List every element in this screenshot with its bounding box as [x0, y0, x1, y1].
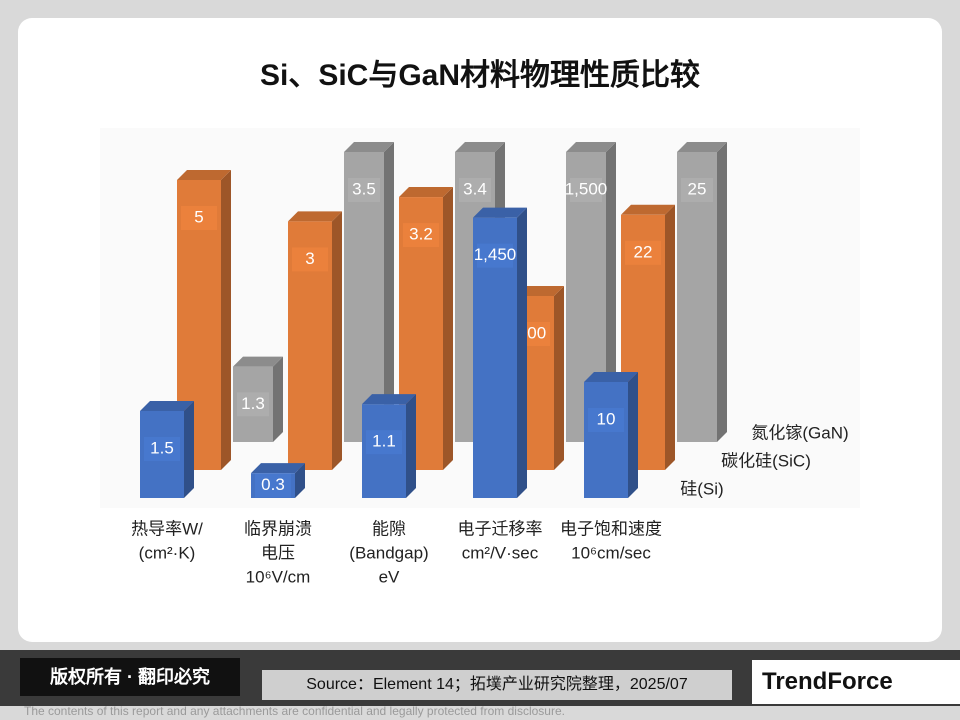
- value-label-box: [366, 430, 402, 455]
- x-tick-label: 电子饱和速度: [560, 519, 662, 538]
- value-label: 10: [597, 409, 616, 428]
- bar-top: [677, 142, 727, 152]
- value-label-box: [403, 223, 439, 248]
- disclaimer: The contents of this report and any atta…: [24, 704, 565, 718]
- bar-side: [628, 372, 638, 498]
- bar-top: [399, 187, 453, 198]
- copyright: 版权所有 · 翻印必究: [20, 658, 240, 696]
- value-label: 25: [688, 179, 707, 198]
- x-tick-label: (cm²·K): [139, 543, 196, 562]
- value-label-box: [237, 392, 269, 417]
- value-label: 3.5: [352, 179, 376, 198]
- bar-top: [455, 142, 505, 152]
- value-label: 1,500: [565, 179, 608, 198]
- value-label: 3: [305, 249, 314, 268]
- bar-side: [295, 463, 305, 498]
- value-label-box: [570, 178, 602, 202]
- bar-side: [332, 211, 342, 470]
- value-label-box: [477, 243, 513, 268]
- bar-side: [384, 142, 394, 442]
- bar-side: [517, 207, 527, 498]
- bar-top: [566, 142, 616, 152]
- x-tick-label: 10⁶V/cm: [246, 567, 311, 586]
- x-tick-label: eV: [379, 567, 400, 586]
- value-label-box: [348, 178, 380, 202]
- value-label: 1.1: [372, 432, 396, 451]
- bar-top: [473, 207, 527, 218]
- x-tick-label: 电子迁移率: [458, 519, 543, 538]
- value-label: 5: [194, 207, 203, 226]
- bar-side: [606, 142, 616, 442]
- legend-label: 氮化镓(GaN): [751, 423, 848, 442]
- value-label-box: [144, 437, 180, 461]
- legend-label: 碳化硅(SiC): [721, 451, 811, 470]
- bar-top: [177, 170, 231, 180]
- bar-side: [717, 142, 727, 442]
- value-label-box: [625, 240, 661, 265]
- bar-top: [288, 211, 342, 222]
- bar-side: [665, 204, 675, 471]
- x-tick-label: 电压: [261, 543, 295, 562]
- legend-label: 硅(Si): [680, 479, 723, 498]
- bar-side: [406, 394, 416, 498]
- bar-top: [362, 394, 416, 405]
- bar-top: [621, 204, 675, 215]
- bar-top: [251, 463, 305, 474]
- bar-top: [584, 372, 638, 382]
- bar-top: [140, 401, 194, 411]
- bar-top: [233, 356, 283, 367]
- x-tick-label: 临界崩溃: [244, 519, 312, 538]
- value-label-box: [588, 408, 624, 432]
- value-label-box: [459, 178, 491, 202]
- bar-side: [221, 170, 231, 470]
- x-tick-label: 热导率W/: [131, 519, 203, 538]
- x-tick-label: 10⁶cm/sec: [571, 543, 651, 562]
- x-tick-label: (Bandgap): [349, 543, 428, 562]
- bar: [584, 382, 628, 498]
- x-tick-label: 能隙: [372, 519, 406, 538]
- value-label: 22: [634, 242, 653, 261]
- value-label: 0.3: [261, 475, 285, 494]
- chart-title: Si、SiC与GaN材料物理性质比较: [259, 59, 701, 92]
- value-label-box: [255, 473, 291, 498]
- value-label-box: [681, 178, 713, 202]
- value-label-box: [181, 206, 217, 230]
- source: Source：Element 14；拓墣产业研究院整理，2025/07: [262, 670, 732, 700]
- value-label: 1.3: [241, 394, 265, 413]
- bar-top: [344, 142, 394, 152]
- bar-side: [554, 286, 564, 470]
- value-label-box: [292, 247, 328, 272]
- bar-side: [184, 401, 194, 498]
- x-tick-label: cm²/V·sec: [462, 543, 539, 562]
- value-label: 3.2: [409, 225, 433, 244]
- value-label: 1.5: [150, 438, 174, 457]
- value-label: 1,450: [474, 245, 517, 264]
- bar-side: [443, 187, 453, 470]
- brand-logo: TrendForce: [752, 660, 960, 704]
- value-label: 3.4: [463, 179, 487, 198]
- chart: 氮化镓(GaN)1.33.5 3.4 1,500 25碳化硅(SiC)533.2900…: [131, 142, 849, 587]
- bar-side: [273, 356, 283, 442]
